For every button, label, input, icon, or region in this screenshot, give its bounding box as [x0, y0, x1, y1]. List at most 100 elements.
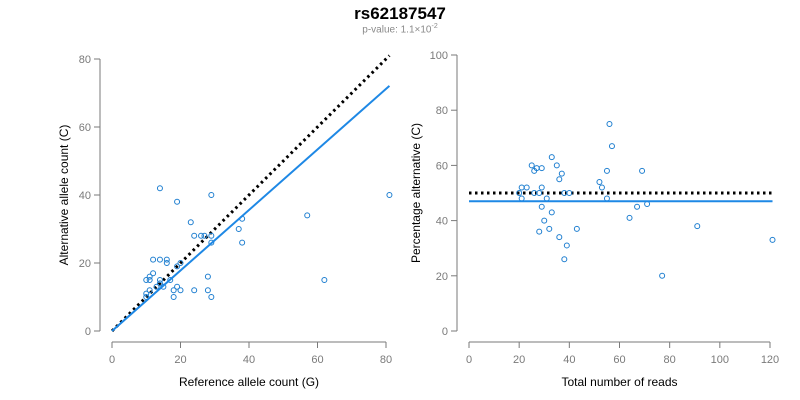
left-data-point [201, 232, 208, 239]
left-y-tick-label: 40 [79, 190, 91, 202]
left-fit-line [111, 85, 391, 332]
right-data-point [528, 162, 535, 169]
right-data-point [659, 272, 666, 279]
left-data-point [204, 287, 211, 294]
left-data-point [321, 277, 328, 283]
left-data-point [143, 290, 150, 297]
left-data-point [146, 273, 153, 280]
right-data-point [548, 209, 555, 216]
right-data-point [634, 203, 641, 210]
right-data-point [538, 165, 545, 172]
right-x-tick-label: 40 [563, 354, 575, 366]
left-data-point [177, 260, 184, 266]
left-data-point [163, 256, 170, 263]
left-data-point [191, 232, 198, 239]
left-x-tick-label: 80 [380, 354, 392, 366]
right-data-point [541, 217, 548, 224]
right-data-point [608, 143, 615, 150]
left-plot: 0 20 40 60 80 0 20 40 60 80 Reference allele count… [57, 54, 393, 389]
left-data-point [153, 283, 160, 290]
right-data-point [518, 195, 525, 202]
right-y-tick-label: 60 [436, 160, 448, 172]
left-data-point [187, 219, 194, 226]
left-y-tick-label: 60 [79, 122, 91, 134]
left-x-tick-label: 60 [311, 354, 323, 366]
right-x-tick-label: 20 [513, 354, 525, 366]
right-x-tick-label: 100 [711, 354, 729, 366]
left-data-point [386, 192, 393, 198]
right-data-point [546, 225, 553, 232]
p-value-subtitle: p-value: 1.1×10-2 [0, 23, 800, 35]
left-data-point [174, 198, 181, 205]
right-y-tick-label: 100 [430, 50, 448, 62]
left-data-point [146, 277, 153, 283]
left-data-point [204, 273, 211, 280]
left-data-point [208, 294, 215, 300]
p-value-text: p-value: 1.1×10 [362, 24, 432, 36]
right-data-point [561, 256, 568, 263]
right-data-point [538, 203, 545, 210]
left-data-point [156, 256, 163, 263]
right-data-point [516, 190, 523, 196]
right-data-point [523, 184, 530, 191]
left-data-point [156, 277, 163, 283]
left-reference-line [110, 54, 391, 333]
left-data-point [198, 232, 205, 239]
right-data-point [769, 236, 776, 243]
left-y-axis-label: Alternative allele count (C) [57, 125, 71, 266]
right-data-point [518, 184, 525, 191]
chart-title: rs62187547 [354, 4, 446, 23]
right-plot: 0 20 40 60 80 100 0 20 40 60 80 100 120 Total number … [409, 50, 779, 389]
left-data-point [304, 212, 311, 219]
left-data-point [150, 270, 157, 277]
left-data-point [177, 287, 184, 294]
p-value-exponent: -2 [431, 23, 438, 30]
right-x-tick-label: 0 [466, 354, 472, 366]
right-data-point [536, 228, 543, 235]
right-y-tick-label: 80 [436, 105, 448, 117]
left-data-point [208, 192, 215, 198]
right-data-point [558, 170, 565, 177]
left-data-point [208, 232, 215, 239]
right-data-point [556, 176, 563, 183]
left-x-tick-label: 20 [174, 354, 186, 366]
left-data-point [235, 226, 242, 232]
right-x-axis-label: Total number of reads [561, 375, 677, 389]
left-data-point [167, 277, 174, 283]
right-data-point [563, 242, 570, 249]
right-data-point [566, 190, 573, 196]
left-data-point [170, 294, 177, 300]
right-data-point [626, 214, 633, 221]
right-data-point [543, 195, 550, 202]
right-data-point [538, 184, 545, 191]
right-x-tick-label: 60 [613, 354, 625, 366]
left-x-tick-label: 0 [109, 354, 115, 366]
right-y-tick-label: 40 [436, 216, 448, 228]
left-data-point [208, 239, 215, 246]
right-data-point [553, 162, 560, 169]
left-data-point [146, 287, 153, 294]
right-data-point [606, 121, 613, 127]
right-data-point [598, 184, 605, 191]
left-x-axis-label: Reference allele count (G) [179, 375, 319, 389]
right-data-point [603, 167, 610, 174]
right-data-point [596, 178, 603, 185]
right-data-point [548, 154, 555, 161]
right-data-point [556, 234, 563, 241]
left-data-point [163, 260, 170, 266]
right-data-point [694, 223, 701, 230]
right-data-point [536, 190, 543, 196]
right-y-axis-label: Percentage alternative (C) [409, 123, 423, 263]
left-x-tick-label: 40 [243, 354, 255, 366]
left-y-tick-label: 20 [79, 258, 91, 270]
left-y-tick-label: 0 [85, 326, 91, 338]
right-x-tick-label: 80 [664, 354, 676, 366]
left-data-point [156, 185, 163, 192]
right-y-tick-label: 0 [442, 326, 448, 338]
left-data-point [174, 283, 181, 290]
left-data-point [150, 256, 157, 263]
left-data-point [170, 287, 177, 294]
left-data-point [239, 239, 246, 246]
left-data-point [156, 280, 163, 287]
